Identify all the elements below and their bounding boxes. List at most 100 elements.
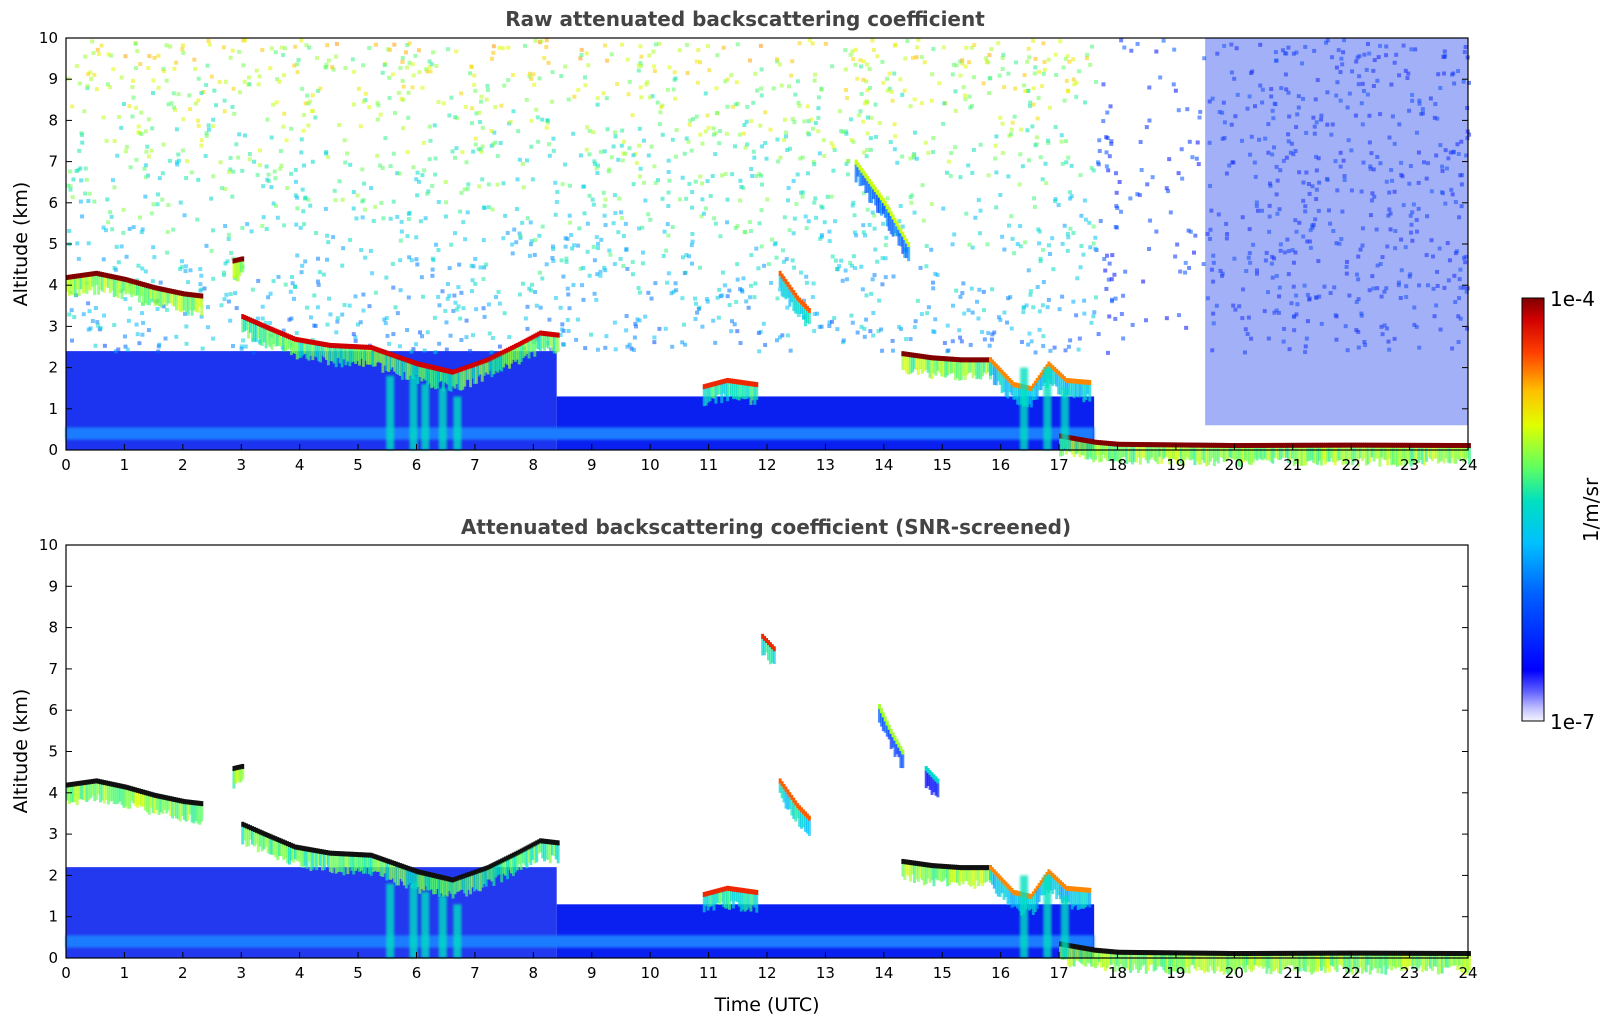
- noise-pixel: [1000, 67, 1005, 72]
- cloud-core: [381, 856, 385, 862]
- cloud-core: [1339, 442, 1343, 448]
- noise-pixel: [1164, 316, 1169, 321]
- noise-pixel: [463, 237, 468, 242]
- cloud-core: [289, 842, 293, 848]
- noise-pixel: [792, 120, 797, 125]
- noise-pixel: [305, 305, 310, 310]
- noise-pixel: [131, 225, 136, 230]
- noise-pixel: [164, 78, 169, 83]
- noise-pixel: [363, 91, 368, 96]
- cloud-core: [936, 778, 940, 784]
- cloud-core: [946, 864, 950, 870]
- noise-pixel: [829, 194, 834, 199]
- cloud-halo: [728, 382, 732, 396]
- noise-pixel: [1316, 259, 1321, 264]
- noise-pixel: [730, 319, 735, 324]
- cloud-halo: [432, 876, 436, 895]
- cloud-halo: [467, 876, 471, 890]
- noise-pixel: [544, 125, 549, 130]
- noise-pixel: [811, 281, 816, 286]
- cloud-halo: [418, 365, 422, 377]
- cloud-halo: [1314, 954, 1318, 971]
- cloud-core: [136, 787, 140, 793]
- noise-pixel: [294, 222, 299, 227]
- noise-pixel: [363, 207, 368, 212]
- noise-pixel: [80, 214, 85, 219]
- cloud-halo: [1253, 954, 1257, 966]
- cloud-core: [367, 344, 371, 350]
- cloud-core: [1057, 878, 1061, 884]
- noise-pixel: [673, 154, 678, 159]
- cloud-halo: [1434, 446, 1438, 459]
- cloud-core: [546, 839, 550, 845]
- noise-pixel: [872, 273, 877, 278]
- cloud-halo: [397, 358, 400, 375]
- noise-pixel: [325, 43, 330, 48]
- cloud-halo: [930, 867, 934, 881]
- noise-pixel: [653, 180, 658, 185]
- noise-pixel: [291, 296, 296, 301]
- cloud-core: [469, 871, 473, 877]
- noise-pixel: [1082, 311, 1087, 316]
- noise-pixel: [1314, 187, 1319, 192]
- cloud-halo: [101, 783, 104, 801]
- cloud-halo: [1084, 383, 1088, 401]
- noise-pixel: [581, 297, 586, 302]
- cloud-halo: [1053, 878, 1057, 890]
- noise-pixel: [771, 86, 776, 91]
- cloud-core: [1292, 950, 1296, 956]
- noise-pixel: [433, 350, 438, 355]
- noise-pixel: [950, 339, 955, 344]
- cloud-halo: [967, 361, 971, 373]
- noise-pixel: [784, 130, 789, 135]
- precipitation-streak: [409, 375, 418, 450]
- cloud-halo: [948, 868, 952, 886]
- cloud-core: [1156, 950, 1160, 956]
- noise-pixel: [1384, 286, 1389, 291]
- noise-pixel: [192, 57, 197, 62]
- noise-pixel: [403, 50, 408, 55]
- cloud-halo: [1117, 445, 1121, 463]
- noise-pixel: [447, 266, 452, 271]
- noise-pixel: [638, 44, 643, 49]
- noise-pixel: [1097, 138, 1102, 143]
- cloud-core: [161, 794, 165, 800]
- noise-pixel: [269, 46, 274, 51]
- noise-pixel: [1046, 138, 1051, 143]
- noise-pixel: [850, 49, 855, 54]
- noise-pixel: [641, 250, 646, 255]
- noise-pixel: [1130, 322, 1135, 327]
- cloud-core: [726, 377, 730, 383]
- cloud-core: [1281, 950, 1285, 956]
- cloud-core: [1164, 950, 1168, 956]
- noise-pixel: [1083, 100, 1088, 105]
- noise-pixel: [967, 242, 972, 247]
- noise-pixel: [199, 143, 204, 148]
- cloud-halo: [722, 382, 726, 394]
- noise-pixel: [1343, 324, 1348, 329]
- cloud-halo: [546, 335, 550, 349]
- cloud-halo: [1142, 446, 1146, 458]
- noise-pixel: [273, 50, 278, 55]
- cloud-halo: [287, 846, 291, 865]
- cloud-core: [780, 273, 784, 279]
- cloud-core: [375, 854, 379, 860]
- noise-pixel: [594, 166, 599, 171]
- noise-pixel: [530, 177, 535, 182]
- cloud-core: [1249, 950, 1253, 956]
- cloud-core: [883, 716, 887, 722]
- cloud-halo: [414, 872, 418, 889]
- noise-pixel: [924, 264, 929, 269]
- noise-pixel: [1107, 261, 1112, 266]
- noise-pixel: [480, 177, 485, 182]
- cloud-halo: [258, 833, 262, 847]
- noise-pixel: [361, 292, 366, 297]
- cloud-core: [465, 872, 469, 878]
- cloud-halo: [1417, 446, 1421, 463]
- noise-pixel: [962, 93, 967, 98]
- cloud-core: [1454, 443, 1458, 449]
- noise-pixel: [119, 75, 124, 80]
- cloud-core: [1419, 442, 1423, 448]
- noise-pixel: [281, 328, 286, 333]
- noise-pixel: [1291, 314, 1296, 319]
